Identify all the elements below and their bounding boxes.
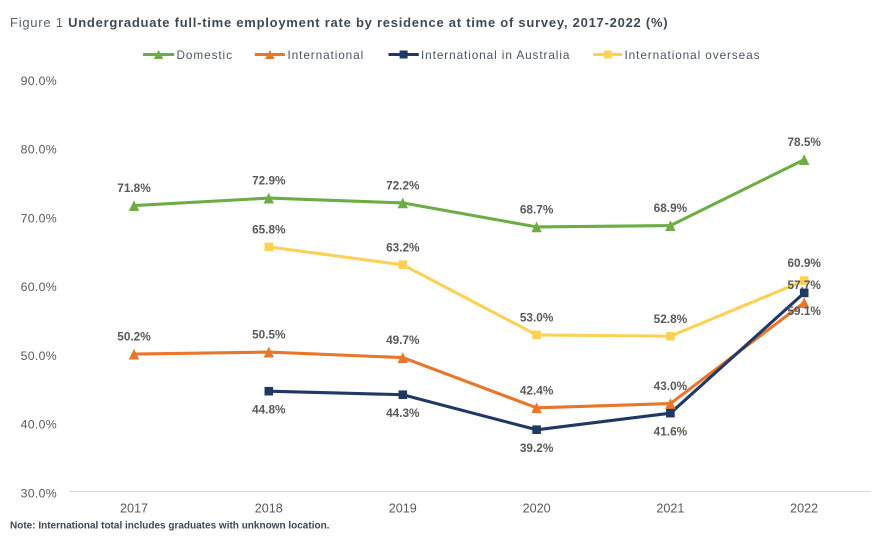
svg-text:2020: 2020 (523, 501, 551, 515)
svg-text:2021: 2021 (656, 501, 684, 515)
svg-text:44.3%: 44.3% (386, 406, 420, 420)
svg-text:90.0%: 90.0% (21, 74, 57, 88)
svg-text:63.2%: 63.2% (386, 240, 420, 254)
svg-text:International overseas: International overseas (625, 48, 761, 62)
svg-text:72.9%: 72.9% (252, 174, 286, 188)
svg-text:78.5%: 78.5% (787, 135, 821, 149)
svg-text:43.0%: 43.0% (654, 379, 688, 393)
svg-text:41.6%: 41.6% (654, 424, 688, 438)
svg-text:Domestic: Domestic (177, 48, 233, 62)
svg-text:Note: International total incl: Note: International total includes gradu… (10, 521, 330, 532)
svg-text:44.8%: 44.8% (252, 402, 286, 416)
svg-text:Figure 1 Undergraduate full-ti: Figure 1 Undergraduate full-time employm… (10, 15, 668, 30)
svg-text:80.0%: 80.0% (21, 143, 57, 157)
svg-text:68.7%: 68.7% (520, 203, 554, 217)
svg-text:30.0%: 30.0% (21, 486, 57, 500)
svg-text:60.9%: 60.9% (787, 256, 821, 270)
svg-text:49.7%: 49.7% (386, 333, 420, 347)
svg-text:65.8%: 65.8% (252, 223, 286, 237)
svg-text:71.8%: 71.8% (117, 181, 151, 195)
svg-text:2017: 2017 (120, 501, 148, 515)
svg-text:2019: 2019 (389, 501, 417, 515)
svg-text:72.2%: 72.2% (386, 179, 420, 193)
svg-text:70.0%: 70.0% (21, 211, 57, 225)
svg-text:40.0%: 40.0% (21, 418, 57, 432)
svg-text:68.9%: 68.9% (654, 201, 688, 215)
svg-text:59.1%: 59.1% (787, 304, 821, 318)
svg-text:2022: 2022 (790, 501, 818, 515)
svg-text:42.4%: 42.4% (520, 383, 554, 397)
svg-text:53.0%: 53.0% (520, 311, 554, 325)
svg-text:International: International (288, 48, 365, 62)
svg-text:2018: 2018 (255, 501, 283, 515)
svg-text:39.2%: 39.2% (520, 441, 554, 455)
svg-text:60.0%: 60.0% (21, 280, 57, 294)
svg-text:International in Australia: International in Australia (421, 48, 570, 62)
svg-text:50.2%: 50.2% (117, 330, 151, 344)
svg-text:50.5%: 50.5% (252, 328, 286, 342)
svg-text:57.7%: 57.7% (787, 278, 821, 292)
svg-text:50.0%: 50.0% (21, 349, 57, 363)
svg-text:52.8%: 52.8% (654, 312, 688, 326)
